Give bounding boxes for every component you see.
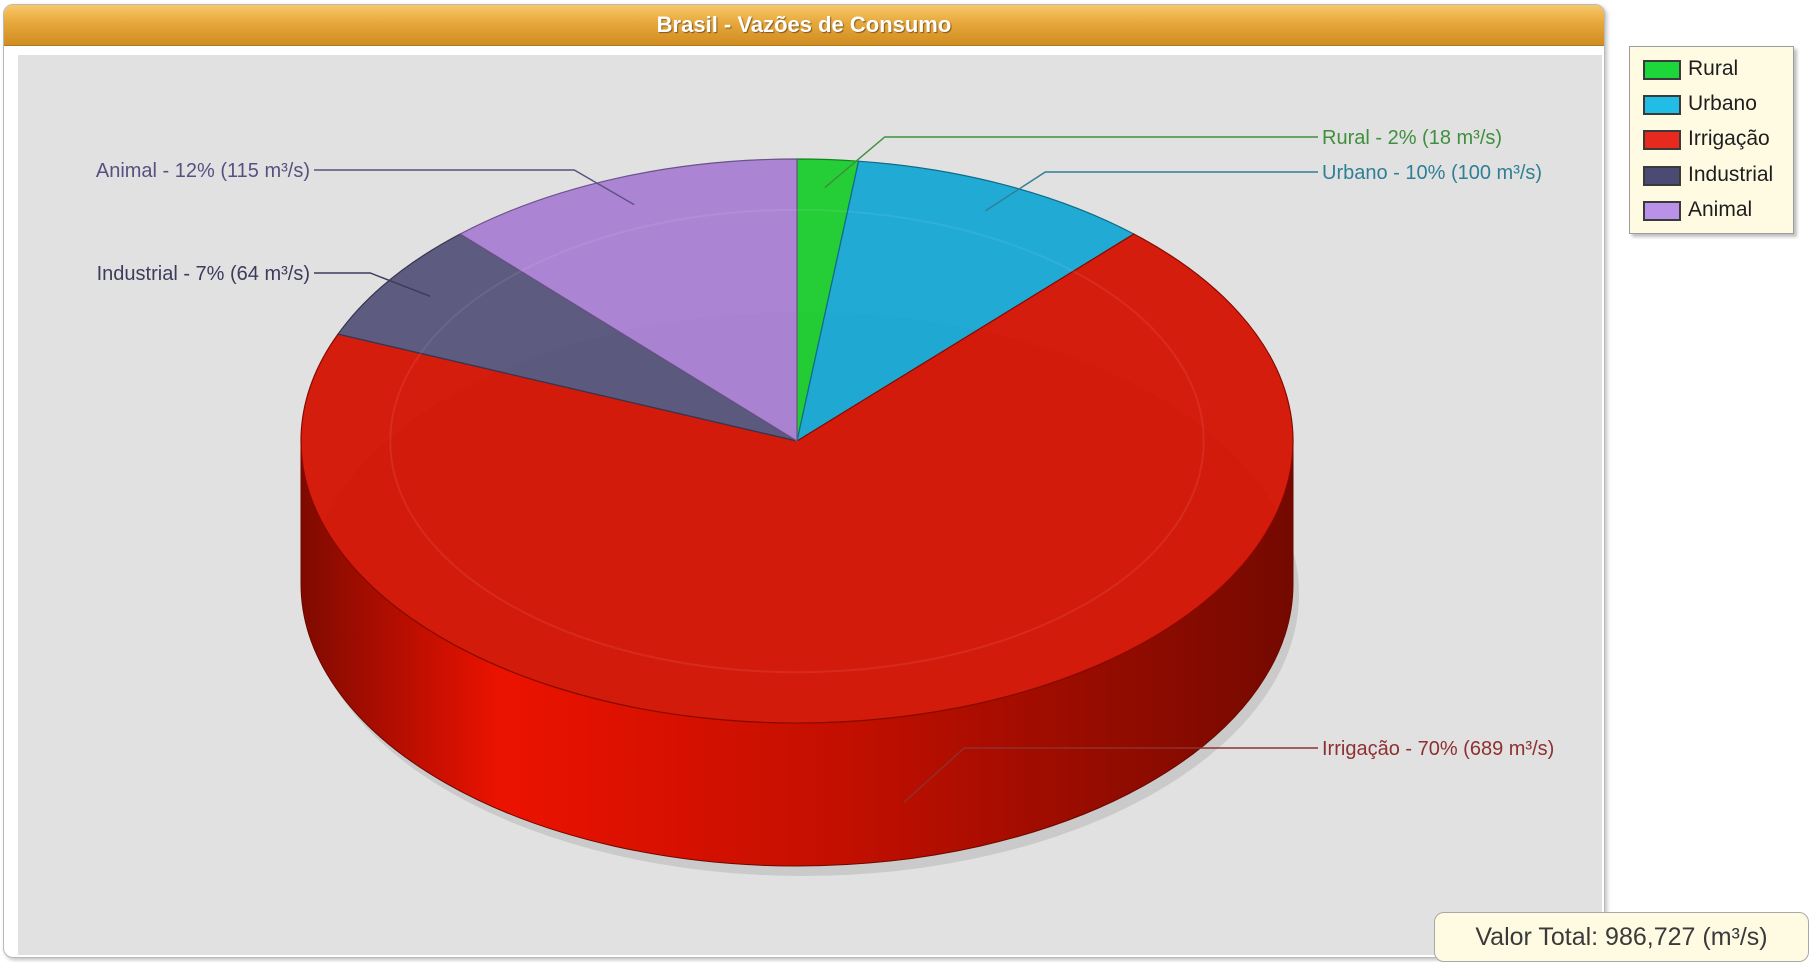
leader-line-urbano bbox=[984, 171, 1318, 212]
legend: Rural Urbano Irrigação Industrial Animal bbox=[1629, 46, 1794, 234]
legend-label-irrigacao: Irrigação bbox=[1688, 127, 1770, 150]
leader-line-rural bbox=[824, 136, 1318, 189]
legend-swatch-animal bbox=[1643, 201, 1681, 221]
legend-label-rural: Rural bbox=[1688, 57, 1739, 80]
leader-line-industrial bbox=[314, 272, 431, 297]
leader-line-animal bbox=[314, 169, 635, 206]
legend-item-animal[interactable]: Animal bbox=[1643, 196, 1793, 224]
pie-slice-animal[interactable] bbox=[458, 158, 798, 443]
legend-item-industrial[interactable]: Industrial bbox=[1643, 161, 1793, 189]
chart-title: Brasil - Vazões de Consumo bbox=[4, 5, 1604, 46]
data-label-animal: Animal - 12% (115 m³/s) bbox=[96, 160, 310, 182]
leader-line-irrigacao bbox=[903, 747, 1318, 803]
data-label-urbano: Urbano - 10% (100 m³/s) bbox=[1322, 162, 1542, 184]
legend-swatch-industrial bbox=[1643, 166, 1681, 186]
legend-item-rural[interactable]: Rural bbox=[1643, 55, 1793, 83]
legend-label-industrial: Industrial bbox=[1688, 163, 1774, 186]
legend-swatch-irrigacao bbox=[1643, 130, 1681, 150]
legend-label-animal: Animal bbox=[1688, 198, 1753, 221]
pie-slice-irrigacao[interactable] bbox=[300, 233, 1294, 724]
chart-panel: Brasil - Vazões de Consumo Rural - 2% (1… bbox=[3, 4, 1605, 958]
legend-item-urbano[interactable]: Urbano bbox=[1643, 90, 1793, 118]
data-label-rural: Rural - 2% (18 m³/s) bbox=[1322, 127, 1502, 149]
data-label-irrigacao: Irrigação - 70% (689 m³/s) bbox=[1322, 738, 1554, 760]
total-value-box: Valor Total: 986,727 (m³/s) bbox=[1434, 912, 1809, 962]
legend-swatch-urbano bbox=[1643, 95, 1681, 115]
pie-highlight bbox=[389, 208, 1205, 674]
pie-slice-urbano[interactable] bbox=[796, 160, 1136, 443]
legend-swatch-rural bbox=[1643, 60, 1681, 80]
legend-item-irrigacao[interactable]: Irrigação bbox=[1643, 125, 1793, 153]
pie-chart: Rural - 2% (18 m³/s) Urbano - 10% (100 m³… bbox=[96, 127, 1554, 876]
legend-label-urbano: Urbano bbox=[1688, 92, 1757, 115]
plot-area: Rural - 2% (18 m³/s) Urbano - 10% (100 m³… bbox=[18, 55, 1602, 955]
data-label-industrial: Industrial - 7% (64 m³/s) bbox=[97, 263, 310, 285]
